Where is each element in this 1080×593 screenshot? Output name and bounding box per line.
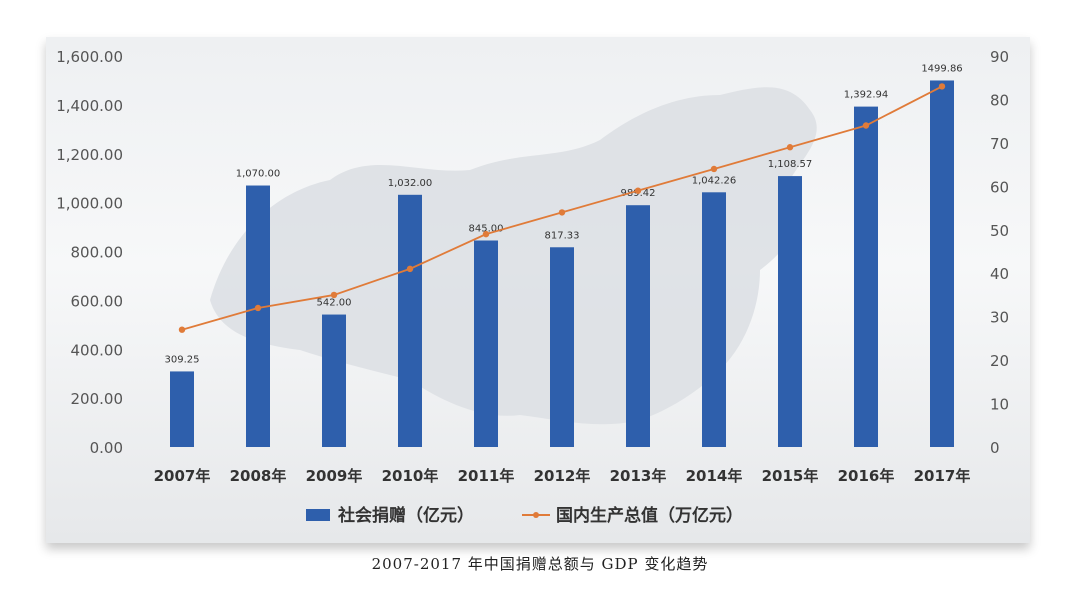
legend-bar-label: 社会捐赠（亿元） — [337, 505, 474, 526]
y-right-tick-label: 60 — [990, 178, 1009, 196]
y-left-tick-label: 1,000.00 — [56, 195, 123, 213]
y-left-tick-label: 1,400.00 — [56, 97, 123, 115]
bar-data-label: 1,070.00 — [236, 169, 281, 180]
y-left-tick-label: 600.00 — [71, 292, 124, 310]
legend-line-label: 国内生产总值（万亿元） — [556, 505, 743, 526]
x-tick-label: 2011年 — [458, 467, 515, 485]
x-tick-label: 2007年 — [154, 467, 211, 485]
line-point — [406, 265, 414, 273]
y-left-tick-label: 1,600.00 — [56, 48, 123, 66]
bar-data-label: 1,032.00 — [388, 178, 433, 189]
bar — [398, 194, 422, 447]
x-tick-label: 2016年 — [838, 467, 895, 485]
legend: 社会捐赠（亿元） 国内生产总值（万亿元） — [306, 505, 743, 526]
bar — [474, 240, 498, 447]
left-y-axis: 0.00 200.00 400.00 600.00 800.00 1,000.00 1,20… — [56, 48, 123, 457]
line-point — [254, 304, 262, 312]
bar-data-label: 1,392.94 — [844, 90, 889, 101]
y-left-tick-label: 1,200.00 — [56, 146, 123, 164]
figure-caption: 2007-2017 年中国捐赠总额与 GDP 变化趋势 — [371, 555, 709, 573]
bar-data-label: 845.00 — [469, 224, 504, 235]
x-tick-label: 2014年 — [686, 467, 743, 485]
y-right-tick-label: 20 — [990, 352, 1009, 370]
x-tick-label: 2010年 — [382, 467, 439, 485]
line-point — [938, 83, 946, 90]
bar — [702, 192, 726, 447]
right-y-axis: 0 10 20 30 40 50 60 70 80 90 — [990, 48, 1009, 457]
line-series — [178, 83, 946, 333]
bar-data-label: 542.00 — [317, 298, 352, 309]
y-right-tick-label: 90 — [990, 48, 1009, 66]
line-point — [178, 326, 186, 333]
y-right-tick-label: 50 — [990, 222, 1009, 240]
x-tick-label: 2015年 — [762, 467, 819, 485]
y-right-tick-label: 40 — [990, 265, 1009, 283]
line-point — [482, 230, 490, 238]
x-tick-label: 2012年 — [534, 467, 591, 485]
bar — [550, 247, 574, 447]
bar-series — [170, 80, 954, 448]
x-tick-label: 2008年 — [230, 467, 287, 485]
line-point — [862, 122, 870, 129]
legend-line-marker — [533, 512, 539, 518]
bar-data-label: 1,108.57 — [768, 159, 813, 170]
y-right-tick-label: 0 — [990, 439, 1000, 457]
bar-data-label: 309.25 — [165, 354, 200, 365]
x-axis-labels: 2007年 2008年 2009年 2010年 2011年 2012年 2013年 2014年… — [154, 467, 971, 485]
chart: 0.00 200.00 400.00 600.00 800.00 1,000.00 1,20… — [56, 48, 1009, 526]
y-right-tick-label: 80 — [990, 91, 1009, 109]
y-left-tick-label: 800.00 — [71, 244, 124, 262]
bar-data-label: 817.33 — [545, 230, 580, 241]
bar-data-label: 1,042.26 — [692, 175, 737, 186]
line-point — [710, 165, 718, 173]
y-left-tick-label: 0.00 — [90, 439, 123, 457]
y-left-tick-label: 200.00 — [71, 390, 124, 408]
china-map-background — [210, 87, 817, 425]
bar — [626, 205, 650, 447]
y-left-tick-label: 400.00 — [71, 341, 124, 359]
line-point — [330, 291, 338, 299]
y-right-tick-label: 10 — [990, 396, 1009, 414]
bar — [322, 314, 346, 447]
bar — [170, 371, 194, 447]
bar-data-label: 1499.86 — [921, 63, 962, 74]
y-right-tick-label: 30 — [990, 309, 1009, 327]
bar — [854, 106, 878, 448]
line-point — [634, 187, 642, 194]
x-tick-label: 2017年 — [914, 467, 971, 485]
x-tick-label: 2009年 — [306, 467, 363, 485]
legend-bar-swatch — [306, 509, 330, 521]
line-point — [558, 209, 566, 216]
bar — [778, 176, 802, 447]
bar — [246, 185, 270, 448]
bar — [930, 80, 954, 447]
y-right-tick-label: 70 — [990, 135, 1009, 153]
x-tick-label: 2013年 — [610, 467, 667, 485]
line-point — [786, 144, 794, 151]
